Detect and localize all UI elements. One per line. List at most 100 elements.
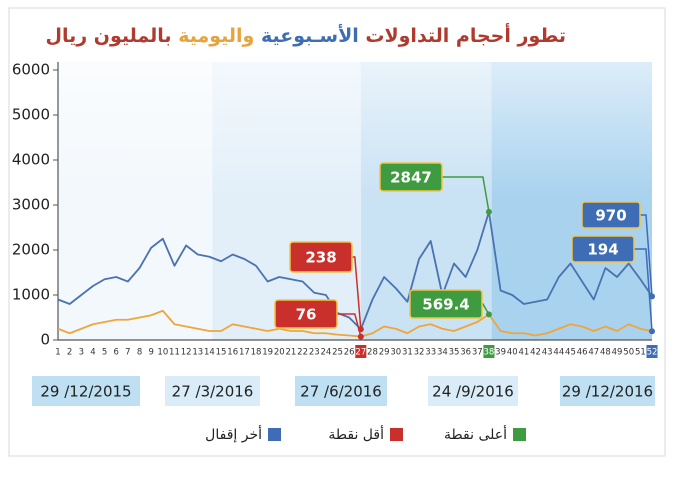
x-tick-label: 27 (355, 348, 366, 358)
callout-label: 194 (587, 241, 618, 259)
x-tick-label: 49 (612, 348, 623, 358)
date-label: 24 /9/2016 (432, 383, 514, 401)
x-tick-label: 31 (402, 348, 413, 358)
x-tick-label: 24 (320, 348, 331, 358)
x-tick-label: 29 (379, 348, 390, 358)
legend-label: أقل نقطة (328, 425, 384, 443)
chart-title: تطور أحجام التداولات الأسـبوعية واليومية… (45, 23, 566, 47)
x-tick-label: 8 (137, 348, 142, 358)
title-part: الأسـبوعية (261, 24, 359, 47)
legend-label: أعلى نقطة (444, 425, 507, 443)
band-highlight (58, 62, 213, 197)
x-tick-label: 21 (286, 348, 297, 358)
x-tick-label: 7 (125, 348, 130, 358)
date-box (560, 376, 655, 406)
annotation-point (649, 293, 655, 300)
x-tick-label: 36 (460, 348, 471, 358)
annotation-point (485, 311, 492, 318)
x-tick-label: 19 (262, 348, 273, 358)
callout-box (274, 299, 338, 329)
x-tick-label: 14 (204, 348, 215, 358)
title-part: واليومية (178, 25, 254, 47)
x-tick-label: 39 (495, 348, 506, 358)
x-tick-label: 43 (542, 348, 553, 358)
x-tick-label: 17 (239, 348, 250, 358)
callout-label: 76 (296, 306, 317, 324)
x-tick-label: 34 (437, 348, 448, 358)
date-label: 27 /6/2016 (300, 383, 382, 401)
x-tick-label: 45 (565, 348, 576, 358)
x-tick-label: 37 (472, 348, 483, 358)
x-tick-highlight (355, 345, 367, 358)
x-tick-label: 26 (344, 348, 355, 358)
legend-swatch (513, 428, 526, 441)
callout-box (379, 162, 443, 192)
date-box (165, 376, 260, 406)
date-box (32, 376, 140, 406)
date-label: 27 /3/2016 (172, 383, 254, 401)
x-tick-label: 47 (588, 348, 599, 358)
y-tick-label: 1000 (12, 286, 50, 304)
x-tick-label: 42 (530, 348, 541, 358)
legend-swatch (268, 428, 281, 441)
x-tick-label: 25 (332, 348, 343, 358)
callout-connector (640, 214, 653, 297)
callout-connector (634, 248, 653, 332)
callout-label: 970 (595, 207, 626, 225)
annotation-point (485, 208, 492, 215)
x-tick-label: 15 (216, 348, 227, 358)
x-tick-label: 6 (114, 348, 119, 358)
y-tick-label: 0 (40, 331, 50, 349)
x-tick-label: 10 (157, 348, 168, 358)
callout-connector (442, 176, 490, 213)
x-tick-label: 41 (518, 348, 529, 358)
x-tick-label: 20 (274, 348, 285, 358)
date-label: 29 /12/2016 (562, 383, 653, 401)
y-tick-label: 2000 (12, 241, 50, 259)
x-tick-label: 48 (600, 348, 611, 358)
band-highlight (212, 62, 361, 197)
x-tick-label: 16 (227, 348, 238, 358)
x-tick-label: 23 (309, 348, 320, 358)
callout-box (571, 235, 635, 263)
x-tick-label: 18 (251, 348, 262, 358)
x-tick-label: 11 (169, 348, 180, 358)
x-tick-label: 52 (647, 348, 658, 358)
series-line (57, 309, 653, 338)
x-tick-label: 40 (507, 348, 518, 358)
y-tick-label: 6000 (12, 61, 50, 79)
x-tick-label: 9 (148, 348, 153, 358)
x-tick-label: 51 (635, 348, 646, 358)
y-tick-label: 4000 (12, 151, 50, 169)
y-tick-label: 5000 (12, 106, 50, 124)
x-tick-label: 32 (414, 348, 425, 358)
x-tick-label: 50 (623, 348, 634, 358)
title-part: تطور أحجام التداولات (365, 23, 566, 47)
legend-swatch (390, 428, 403, 441)
x-tick-label: 46 (577, 348, 588, 358)
callout-connector (352, 256, 362, 330)
band-highlight (491, 62, 652, 197)
callout-label: 569.4 (422, 296, 469, 314)
x-tick-label: 35 (449, 348, 460, 358)
y-tick-label: 3000 (12, 196, 50, 214)
x-tick-label: 13 (192, 348, 203, 358)
x-tick-highlight (483, 345, 495, 358)
x-tick-highlight (646, 345, 658, 358)
callout-box (409, 289, 483, 319)
callout-box (581, 201, 641, 229)
x-tick-label: 12 (181, 348, 192, 358)
x-tick-label: 44 (553, 348, 564, 358)
date-box (295, 376, 387, 406)
date-box (428, 376, 518, 406)
callout-label: 238 (305, 249, 336, 267)
annotation-point (649, 328, 655, 335)
callout-connector (337, 313, 362, 337)
x-tick-label: 22 (297, 348, 308, 358)
x-tick-label: 33 (425, 348, 436, 358)
legend-label: أخر إقفال (205, 425, 262, 443)
x-tick-label: 30 (390, 348, 401, 358)
annotation-point (357, 333, 364, 340)
